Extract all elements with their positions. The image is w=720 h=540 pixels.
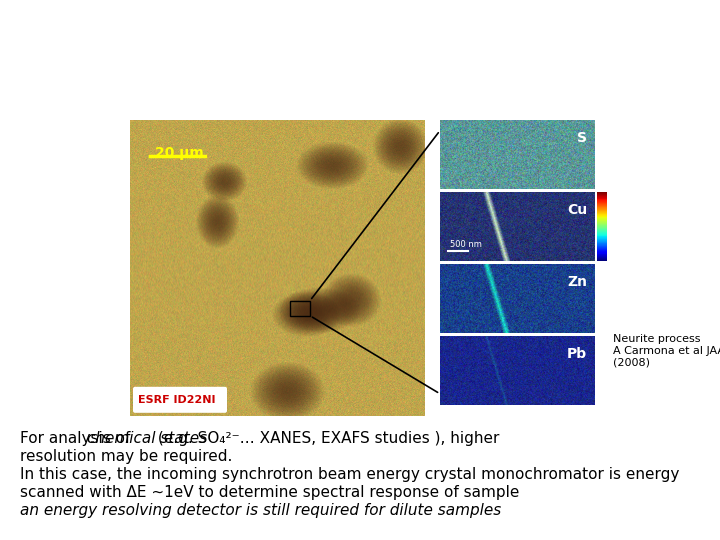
Text: 500 nm: 500 nm [450, 240, 482, 248]
Text: For analysis of: For analysis of [20, 431, 135, 446]
Text: Zn: Zn [567, 275, 587, 289]
Bar [290, 301, 310, 316]
Text: chemical states: chemical states [87, 431, 207, 446]
Text: ESRF ID22NI: ESRF ID22NI [138, 395, 215, 405]
Text: resolution may be required.: resolution may be required. [20, 449, 233, 464]
Text: 1st EIROforum School on Instrumentation, Cern 11-15 May 2009: 1st EIROforum School on Instrumentation,… [181, 517, 539, 528]
FancyBboxPatch shape [133, 387, 227, 413]
Text: Pb: Pb [567, 347, 587, 361]
Text: European Synchrotron Radiation Facility: European Synchrotron Radiation Facility [481, 22, 706, 32]
Text: 4: 4 [703, 516, 713, 529]
Text: The European Light Source: The European Light Source [7, 517, 158, 528]
Text: Neurite process
A Carmona et al JAAS
(2008): Neurite process A Carmona et al JAAS (20… [613, 334, 720, 367]
Text: ESRF: ESRF [30, 47, 50, 53]
Text: 20 μm: 20 μm [155, 146, 204, 159]
Text: an energy resolving detector is still required for dilute samples: an energy resolving detector is still re… [20, 503, 501, 518]
Text: Cu: Cu [567, 202, 587, 217]
Text: S: S [577, 131, 587, 145]
Text: Counting rates: Counting rates [83, 17, 269, 37]
Text: scanned with ΔE ~1eV to determine spectral response of sample: scanned with ΔE ~1eV to determine spectr… [20, 485, 519, 500]
Text: In this case, the incoming synchrotron beam energy crystal monochromator is ener: In this case, the incoming synchrotron b… [20, 467, 680, 482]
Text: (e.g. SO₄²⁻… XANES, EXAFS studies ), higher: (e.g. SO₄²⁻… XANES, EXAFS studies ), hig… [153, 431, 499, 446]
